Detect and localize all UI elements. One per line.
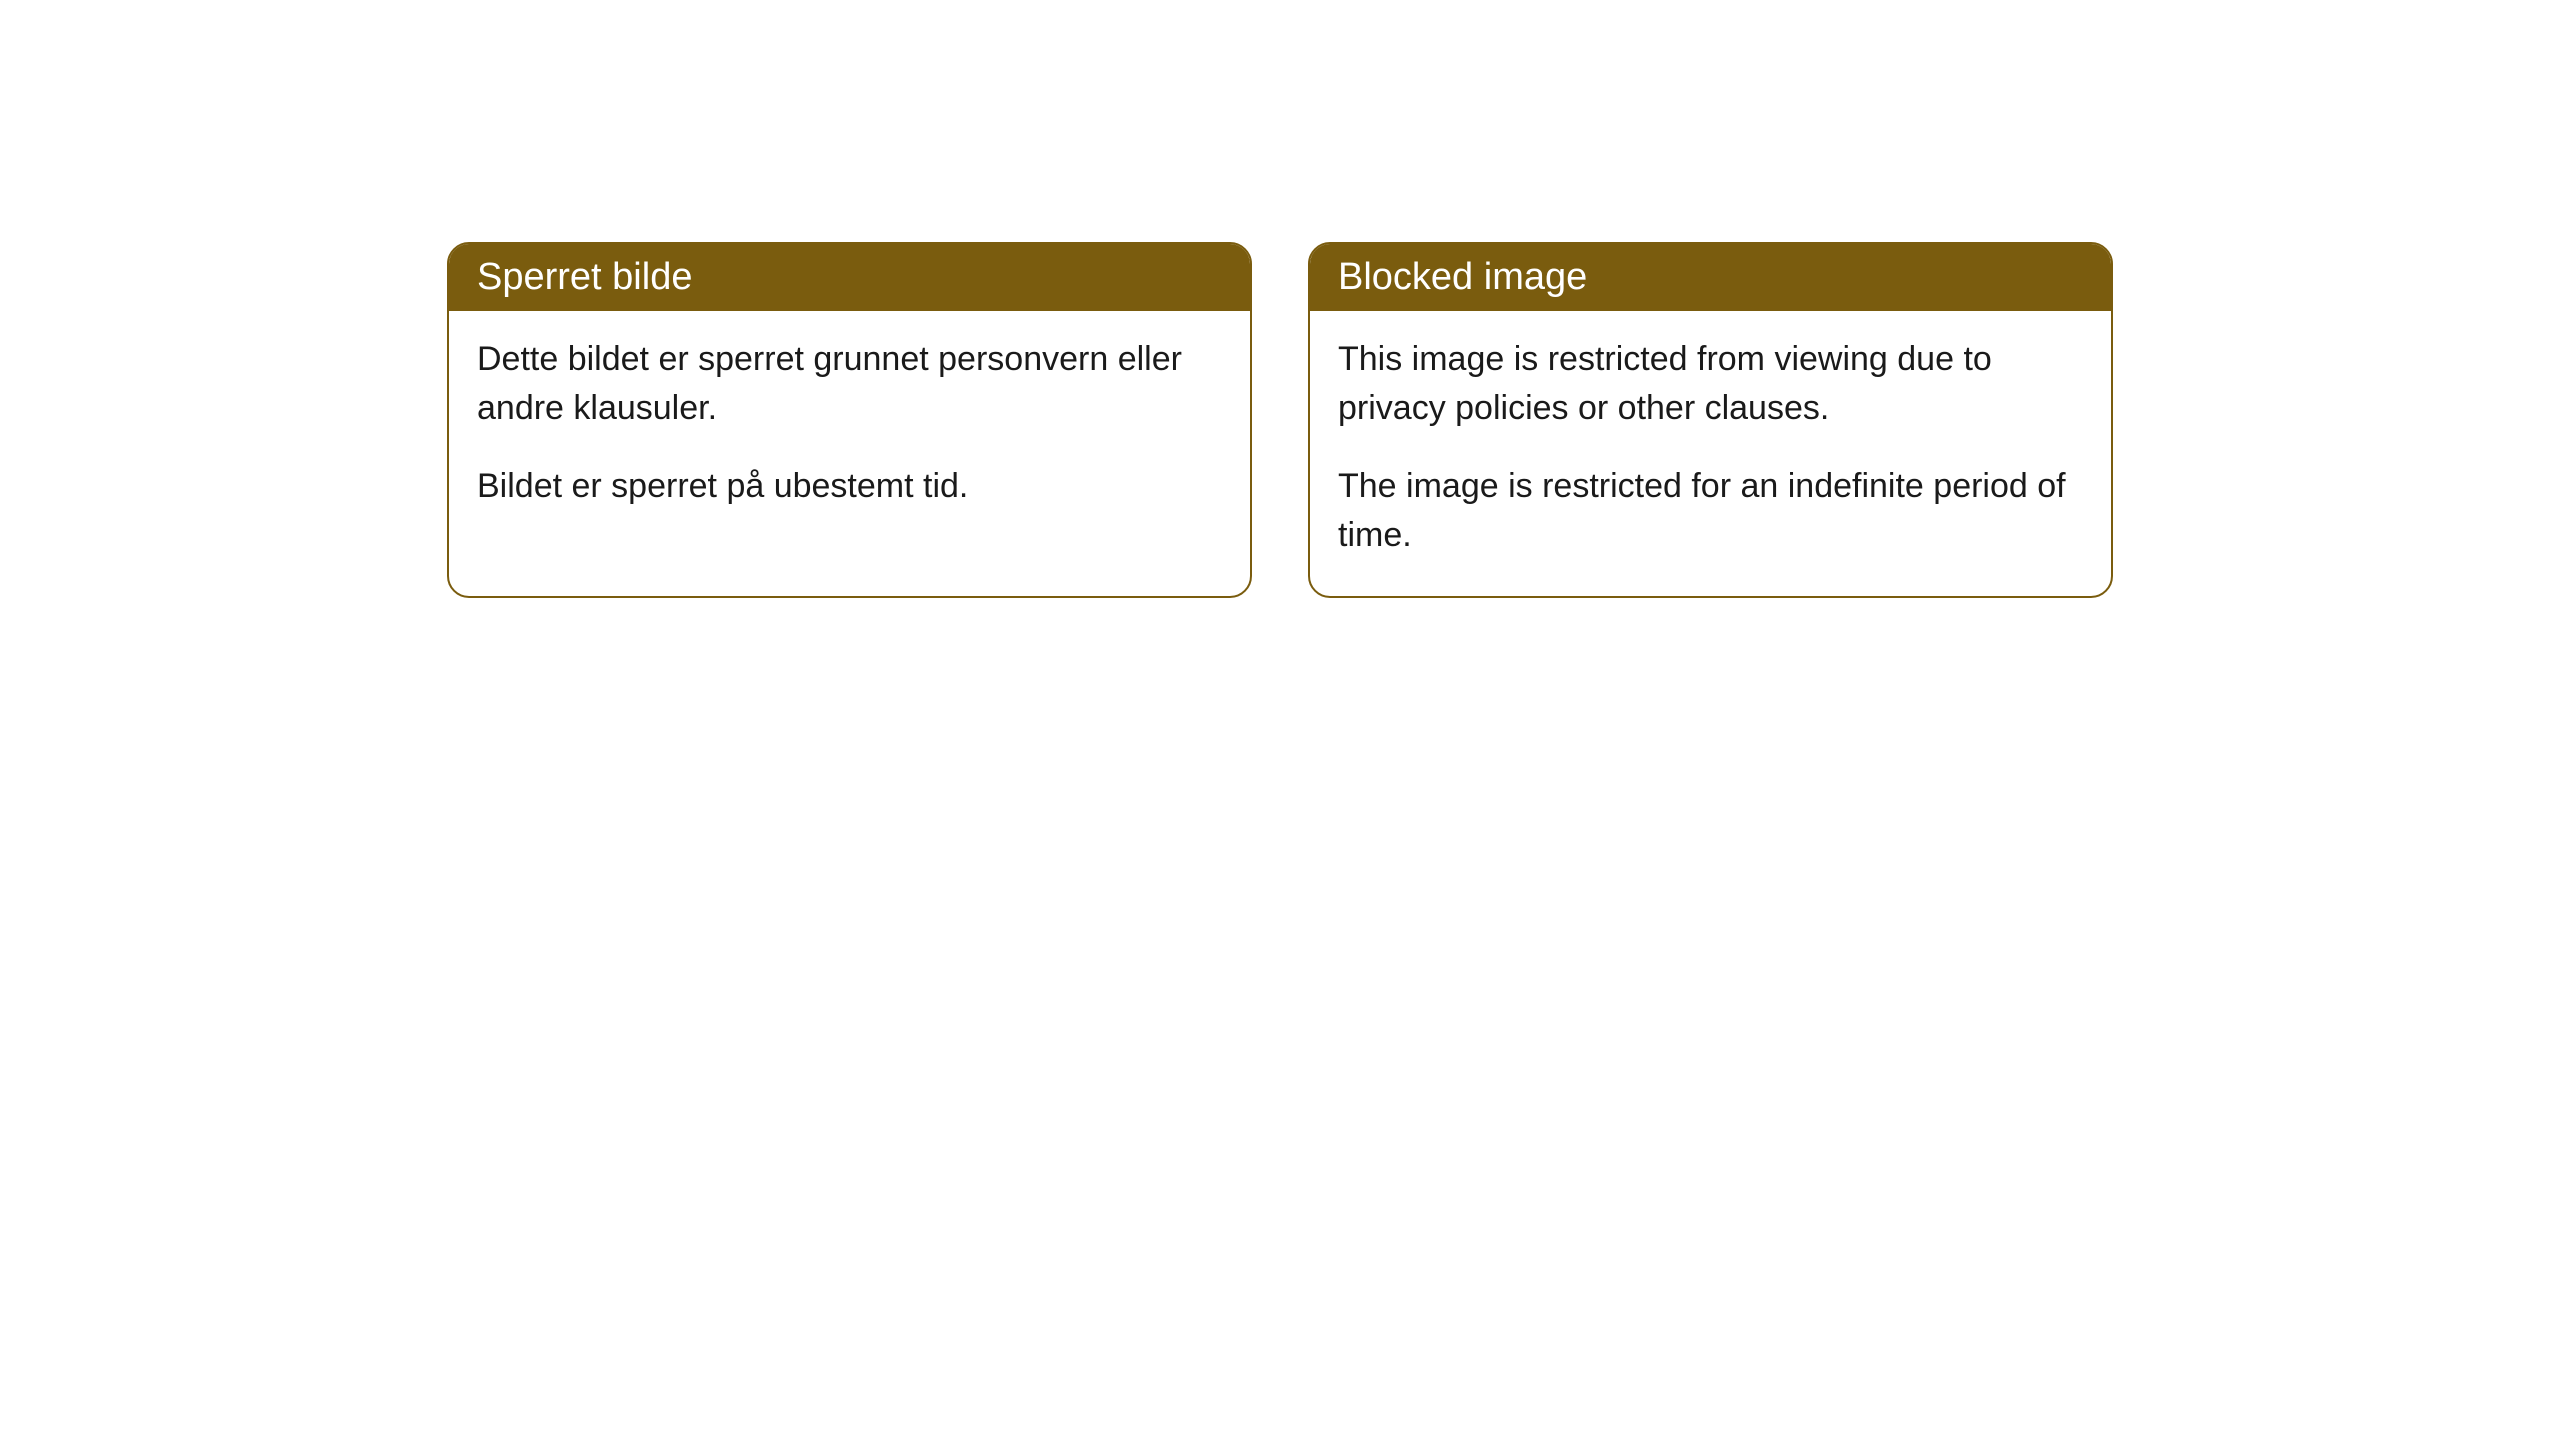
card-body-english: This image is restricted from viewing du… [1310, 311, 2111, 596]
card-header-english: Blocked image [1310, 244, 2111, 311]
card-paragraph-1-norwegian: Dette bildet er sperret grunnet personve… [477, 335, 1222, 434]
card-paragraph-2-norwegian: Bildet er sperret på ubestemt tid. [477, 462, 1222, 511]
card-header-norwegian: Sperret bilde [449, 244, 1250, 311]
card-body-norwegian: Dette bildet er sperret grunnet personve… [449, 311, 1250, 547]
cards-container: Sperret bilde Dette bildet er sperret gr… [447, 242, 2113, 598]
card-paragraph-1-english: This image is restricted from viewing du… [1338, 335, 2083, 434]
card-norwegian: Sperret bilde Dette bildet er sperret gr… [447, 242, 1252, 598]
card-english: Blocked image This image is restricted f… [1308, 242, 2113, 598]
card-paragraph-2-english: The image is restricted for an indefinit… [1338, 462, 2083, 561]
